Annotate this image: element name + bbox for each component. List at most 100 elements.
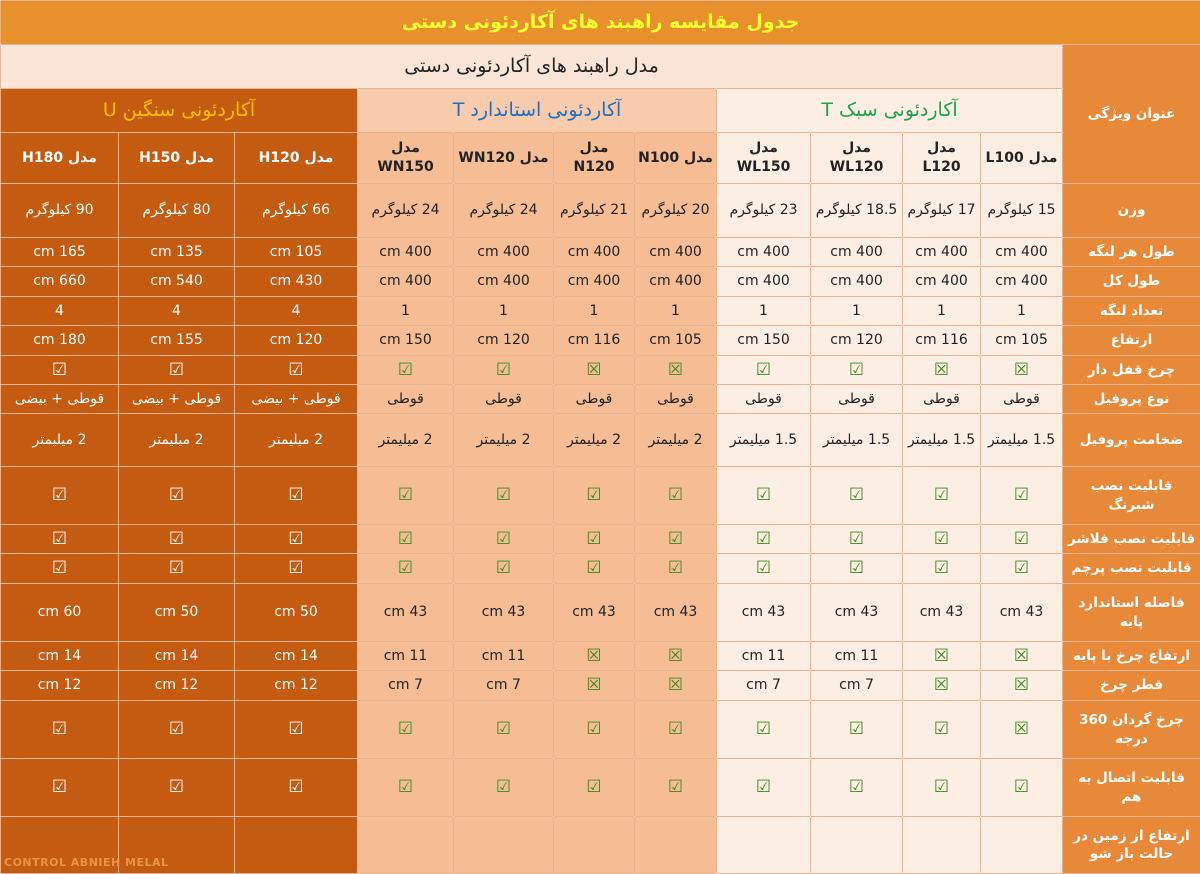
feature-label: طول هر لنگه — [1063, 238, 1200, 267]
table-cell: ☑ — [554, 467, 635, 525]
table-cell: قوطی — [981, 385, 1063, 414]
feature-header: عنوان ویژگی — [1063, 45, 1200, 184]
table-cell: ☑ — [554, 554, 635, 584]
table-cell: 11 cm — [358, 642, 454, 671]
table-cell: 90 کیلوگرم — [1, 184, 119, 238]
table-cell: 400 cm — [811, 267, 903, 297]
table-cell: ☒ — [981, 356, 1063, 385]
table-cell — [635, 817, 717, 874]
table-cell: ☑ — [717, 467, 811, 525]
table-cell: 7 cm — [717, 671, 811, 701]
table-cell — [717, 817, 811, 874]
table-cell: 2 میلیمتر — [358, 414, 454, 467]
table-cell: 135 cm — [119, 238, 235, 267]
table-cell: ☑ — [903, 701, 981, 759]
table-cell: قوطی — [903, 385, 981, 414]
table-cell: ☑ — [717, 525, 811, 554]
model-name: مدل WN120 — [454, 133, 554, 184]
group-header: آکاردئونی سبک T — [717, 89, 1063, 133]
feature-label: طول کل — [1063, 267, 1200, 297]
table-cell: قوطی — [811, 385, 903, 414]
table-cell: ☑ — [554, 759, 635, 817]
table-cell: 50 cm — [119, 584, 235, 642]
table-cell: 1 — [358, 297, 454, 326]
feature-label: قطر چرخ — [1063, 671, 1200, 701]
table-cell: 660 cm — [1, 267, 119, 297]
table-cell: 120 cm — [811, 326, 903, 356]
table-cell: 400 cm — [554, 238, 635, 267]
feature-label: تعداد لنگه — [1063, 297, 1200, 326]
table-cell: 2 میلیمتر — [635, 414, 717, 467]
table-cell: 400 cm — [454, 238, 554, 267]
table-cell: ☑ — [119, 554, 235, 584]
table-cell: 7 cm — [358, 671, 454, 701]
table-cell: ☑ — [811, 356, 903, 385]
table-cell: قوطی — [454, 385, 554, 414]
model-name: مدل N100 — [635, 133, 717, 184]
models-header: مدل راهبند های آکاردئونی دستی — [1, 45, 1063, 89]
table-cell — [235, 817, 358, 874]
table-cell: 540 cm — [119, 267, 235, 297]
table-cell: 2 میلیمتر — [235, 414, 358, 467]
table-cell: ☑ — [717, 356, 811, 385]
feature-label: ارتفاع از زمین در حالت باز شو — [1063, 817, 1200, 874]
model-name: مدل H150 — [119, 133, 235, 184]
table-cell: 18.5 کیلوگرم — [811, 184, 903, 238]
table-cell: 20 کیلوگرم — [635, 184, 717, 238]
table-cell: 105 cm — [635, 326, 717, 356]
table-cell: 4 — [235, 297, 358, 326]
table-cell: ☑ — [454, 525, 554, 554]
table-cell: 43 cm — [717, 584, 811, 642]
table-cell: 400 cm — [358, 267, 454, 297]
table-cell: 1 — [811, 297, 903, 326]
table-cell: ☒ — [981, 671, 1063, 701]
table-cell: 116 cm — [903, 326, 981, 356]
table-cell: 11 cm — [454, 642, 554, 671]
table-row: قابلیت نصب شبرنگ☑☑☑☑☑☑☑☑☑☑☑ — [1, 467, 1200, 525]
table-cell: ☒ — [554, 356, 635, 385]
table-cell: ☒ — [635, 642, 717, 671]
table-cell: ☑ — [635, 525, 717, 554]
table-cell: ☑ — [554, 701, 635, 759]
table-cell: 1 — [635, 297, 717, 326]
table-cell: قوطی + بیضی — [1, 385, 119, 414]
table-cell: ☑ — [454, 467, 554, 525]
table-cell: 2 میلیمتر — [1, 414, 119, 467]
table-cell: ☒ — [903, 671, 981, 701]
table-cell: قوطی — [717, 385, 811, 414]
table-cell: 14 cm — [119, 642, 235, 671]
table-cell: 105 cm — [235, 238, 358, 267]
model-name: مدل WN150 — [358, 133, 454, 184]
table-cell: ☑ — [119, 467, 235, 525]
table-cell: 80 کیلوگرم — [119, 184, 235, 238]
table-cell: 43 cm — [981, 584, 1063, 642]
table-cell: 400 cm — [811, 238, 903, 267]
table-cell: 11 cm — [811, 642, 903, 671]
table-cell: 23 کیلوگرم — [717, 184, 811, 238]
table-cell: ☑ — [1, 554, 119, 584]
table-cell — [981, 817, 1063, 874]
table-cell: 165 cm — [1, 238, 119, 267]
table-cell: ☑ — [554, 525, 635, 554]
table-cell: 60 cm — [1, 584, 119, 642]
table-cell: ☒ — [635, 356, 717, 385]
table-cell: ☑ — [454, 701, 554, 759]
table-cell: 400 cm — [717, 238, 811, 267]
table-cell: 400 cm — [358, 238, 454, 267]
table-cell: ☑ — [358, 356, 454, 385]
table-cell: 2 میلیمتر — [454, 414, 554, 467]
table-cell: ☒ — [554, 642, 635, 671]
table-cell: 400 cm — [981, 267, 1063, 297]
model-name: مدل L100 — [981, 133, 1063, 184]
table-cell: ☑ — [903, 759, 981, 817]
table-cell: قوطی + بیضی — [235, 385, 358, 414]
table-cell: ☑ — [358, 759, 454, 817]
table-cell: قوطی — [358, 385, 454, 414]
table-cell: 14 cm — [1, 642, 119, 671]
table-cell: ☒ — [981, 701, 1063, 759]
